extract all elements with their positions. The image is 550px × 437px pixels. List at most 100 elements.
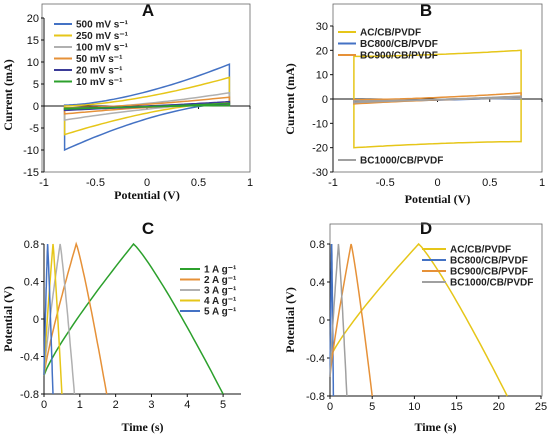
series-line-0 <box>43 242 224 395</box>
legend-entry: BC900/CB/PVDF <box>360 51 438 62</box>
series-line-1 <box>329 243 335 397</box>
legend-entry: 10 mV s⁻¹ <box>76 77 123 88</box>
x-tick-label: 5 <box>220 399 226 411</box>
y-tick-label: 5 <box>33 79 39 91</box>
legend: 1 A g⁻¹2 A g⁻¹3 A g⁻¹4 A g⁻¹5 A g⁻¹ <box>180 265 237 318</box>
series-line-4 <box>43 243 54 395</box>
panel-a: A -15 -10 -5 0 5 10 15 20 -1 -0.5 0 0.5 1 Potential (V… <box>1 1 253 202</box>
x-tick-label: -1 <box>328 177 338 189</box>
y-tick-label: -30 <box>312 167 328 179</box>
panel-d: D -0.8 -0.4 0 0.4 0.8 0 5 10 15 20 25 Time (s) Potent… <box>283 219 547 434</box>
legend-entry: AC/CB/PVDF <box>450 245 511 256</box>
y-tick-label: 30 <box>316 21 328 33</box>
x-tick-label: 0 <box>144 177 150 189</box>
y-tick-label: -0.8 <box>306 391 325 403</box>
x-tick-label: 10 <box>408 401 420 413</box>
y-axis-label: Potential (V) <box>1 286 15 352</box>
x-tick-label: 2 <box>113 399 119 411</box>
x-tick-label: 0.5 <box>482 177 497 189</box>
series-line-2 <box>329 243 373 397</box>
x-tick-label: 25 <box>535 401 547 413</box>
series-line-1 <box>43 241 108 395</box>
x-tick-label: 20 <box>493 401 505 413</box>
series-line-2 <box>43 243 76 395</box>
series-line-5 <box>63 102 231 110</box>
x-tick-label: 0 <box>434 177 440 189</box>
y-axis-label: Current (mA) <box>1 59 15 130</box>
y-tick-label: 0.4 <box>310 277 325 289</box>
legend-entry: BC1000/CB/PVDF <box>360 156 443 167</box>
series-line-3 <box>353 95 522 104</box>
series-line-0 <box>329 242 508 397</box>
panel-c: C -0.8 -0.4 0 0.4 0.8 0 1 2 3 4 5 Time (s) Potential … <box>1 219 241 434</box>
y-tick-label: 0.4 <box>24 277 39 289</box>
y-tick-label: -0.8 <box>20 389 39 401</box>
y-tick-label: 0.8 <box>310 239 325 251</box>
x-tick-label: -0.5 <box>86 177 105 189</box>
legend-entry: 5 A g⁻¹ <box>204 307 237 318</box>
legend-entry: 500 mV s⁻¹ <box>76 20 129 31</box>
y-tick-label: -10 <box>23 145 39 157</box>
legend-entry: BC900/CB/PVDF <box>450 267 528 278</box>
panel-b: B -30 -20 -10 0 10 20 30 -1 -0.5 0 0.5 1 Potential (V… <box>283 1 545 206</box>
legend-entry: 20 mV s⁻¹ <box>76 66 123 77</box>
y-tick-label: -0.4 <box>306 353 325 365</box>
y-tick-label: 0 <box>322 94 328 106</box>
series-line-3 <box>329 243 348 397</box>
y-tick-label: 0 <box>319 315 325 327</box>
x-tick-label: 1 <box>539 177 545 189</box>
y-axis-label: Potential (V) <box>283 287 297 353</box>
x-tick-label: 5 <box>369 401 375 413</box>
y-tick-label: 20 <box>27 13 39 25</box>
x-tick-label: 0 <box>327 401 333 413</box>
y-tick-label: -0.4 <box>20 352 39 364</box>
y-tick-label: 0.8 <box>24 239 39 251</box>
legend: AC/CB/PVDFBC800/CB/PVDFBC900/CB/PVDFBC10… <box>422 245 533 289</box>
plot-frame <box>41 3 251 173</box>
x-tick-label: 15 <box>450 401 462 413</box>
x-axis-label: Potential (V) <box>114 188 180 202</box>
y-tick-label: -15 <box>23 167 39 179</box>
x-axis-label: Time (s) <box>121 420 163 434</box>
x-tick-label: 4 <box>184 399 190 411</box>
x-tick-label: 0.5 <box>191 177 206 189</box>
legend-entry: 3 A g⁻¹ <box>204 286 237 297</box>
legend-entry: BC800/CB/PVDF <box>360 39 438 50</box>
y-tick-label: 0 <box>33 101 39 113</box>
y-tick-label: 10 <box>27 57 39 69</box>
panel-label: D <box>420 219 432 238</box>
legend-entry: 250 mV s⁻¹ <box>76 31 129 42</box>
legend-entry: 1 A g⁻¹ <box>204 265 237 276</box>
panel-label: B <box>420 1 432 20</box>
x-axis-label: Time (s) <box>414 420 456 434</box>
legend-entry: 50 mV s⁻¹ <box>76 54 123 65</box>
x-tick-label: 1 <box>247 177 253 189</box>
legend-entry: AC/CB/PVDF <box>360 28 421 39</box>
legend-entry: BC800/CB/PVDF <box>450 256 528 267</box>
panel-label: A <box>142 1 154 20</box>
y-axis-label: Current (mA) <box>283 63 297 134</box>
x-tick-label: -0.5 <box>376 177 395 189</box>
y-tick-label: 0 <box>33 314 39 326</box>
x-tick-label: 0 <box>41 399 47 411</box>
x-tick-label: -1 <box>39 177 49 189</box>
y-tick-label: -10 <box>312 118 328 130</box>
panel-label: C <box>142 219 154 238</box>
legend-entry: 2 A g⁻¹ <box>204 275 237 286</box>
x-axis-label: Potential (V) <box>405 192 471 206</box>
series-line-3 <box>43 243 63 395</box>
x-tick-label: 3 <box>148 399 154 411</box>
legend-entry: BC1000/CB/PVDF <box>450 278 533 289</box>
y-tick-label: 10 <box>316 70 328 82</box>
y-tick-label: -20 <box>312 143 328 155</box>
legend-entry: 4 A g⁻¹ <box>204 296 237 307</box>
y-tick-label: 20 <box>316 45 328 57</box>
x-tick-label: 1 <box>77 399 83 411</box>
legend-entry: 100 mV s⁻¹ <box>76 43 129 54</box>
y-tick-label: 15 <box>27 35 39 47</box>
series-line-0 <box>353 49 522 149</box>
y-tick-label: -5 <box>29 123 39 135</box>
